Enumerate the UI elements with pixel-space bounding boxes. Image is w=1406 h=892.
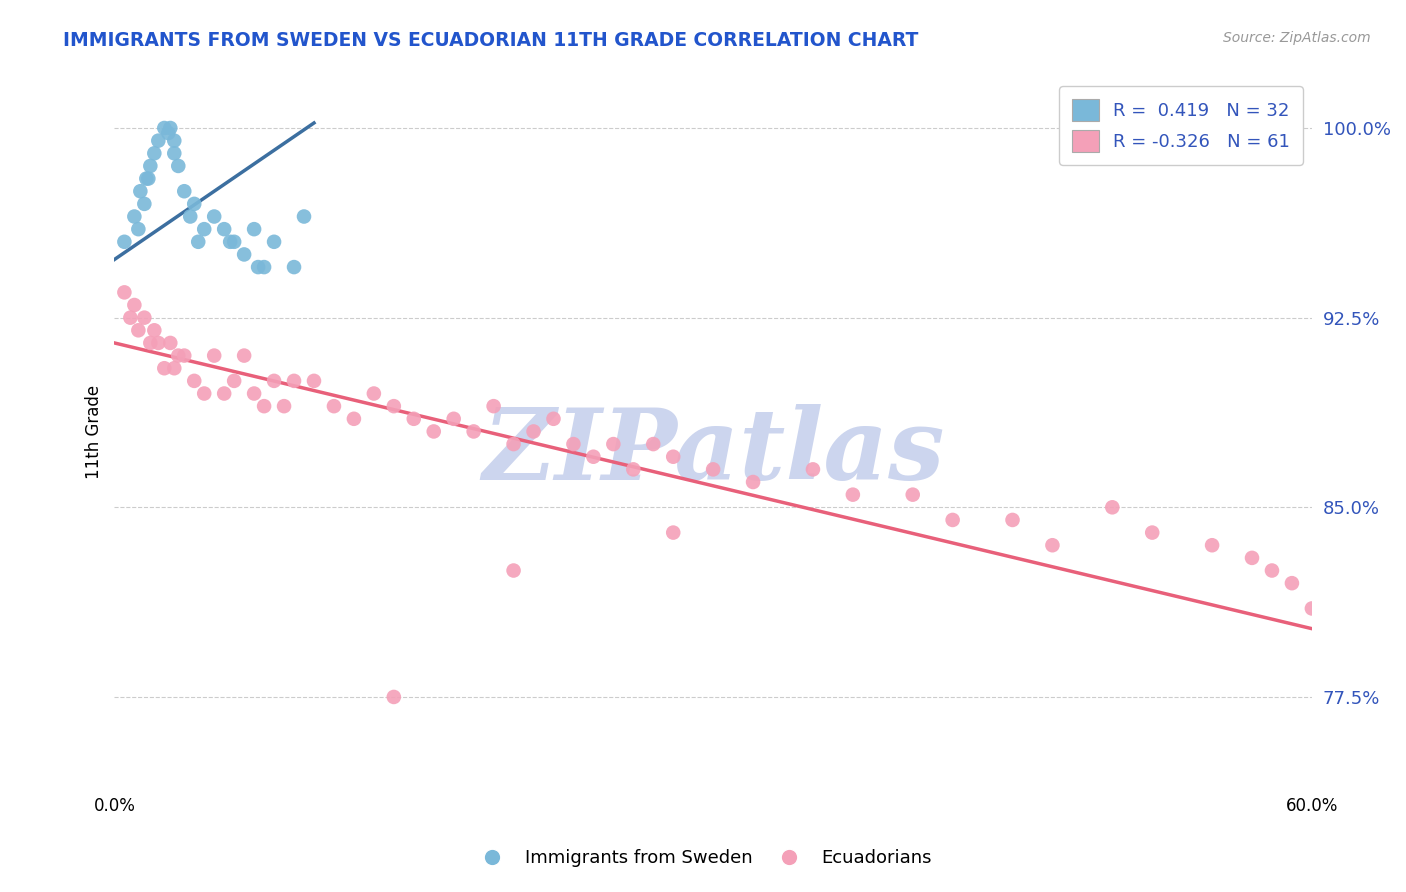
Point <box>173 184 195 198</box>
Point <box>522 425 544 439</box>
Point <box>621 462 644 476</box>
Point <box>127 222 149 236</box>
Point <box>124 210 146 224</box>
Point <box>1101 500 1123 515</box>
Point <box>942 513 965 527</box>
Point <box>502 564 524 578</box>
Legend: R =  0.419   N = 32, R = -0.326   N = 61: R = 0.419 N = 32, R = -0.326 N = 61 <box>1059 87 1303 165</box>
Point <box>187 235 209 249</box>
Point <box>219 235 242 249</box>
Point <box>233 349 256 363</box>
Point <box>167 159 190 173</box>
Point <box>134 310 156 325</box>
Point <box>183 197 205 211</box>
Point <box>233 247 256 261</box>
Point <box>112 235 135 249</box>
Point <box>273 399 295 413</box>
Point <box>183 374 205 388</box>
Point <box>202 349 225 363</box>
Point <box>224 374 246 388</box>
Point <box>143 323 166 337</box>
Point <box>662 525 685 540</box>
Point <box>212 386 235 401</box>
Point <box>402 412 425 426</box>
Point <box>363 386 385 401</box>
Point <box>263 374 285 388</box>
Point <box>463 425 485 439</box>
Point <box>742 475 765 489</box>
Point <box>543 412 565 426</box>
Point <box>127 323 149 337</box>
Point <box>1240 550 1263 565</box>
Point <box>582 450 605 464</box>
Point <box>1001 513 1024 527</box>
Point <box>202 210 225 224</box>
Point <box>148 134 170 148</box>
Point <box>193 222 215 236</box>
Point <box>1142 525 1164 540</box>
Point <box>443 412 465 426</box>
Point <box>243 386 266 401</box>
Point <box>482 399 505 413</box>
Point <box>163 361 186 376</box>
Point <box>562 437 585 451</box>
Text: ZIPatlas: ZIPatlas <box>482 404 945 501</box>
Point <box>253 260 276 274</box>
Point <box>139 159 162 173</box>
Point <box>502 437 524 451</box>
Point <box>382 690 405 704</box>
Point <box>1281 576 1303 591</box>
Point <box>224 235 246 249</box>
Point <box>163 134 186 148</box>
Point <box>134 197 156 211</box>
Point <box>135 171 157 186</box>
Point <box>212 222 235 236</box>
Point <box>243 222 266 236</box>
Point <box>247 260 270 274</box>
Point <box>193 386 215 401</box>
Point <box>1261 564 1284 578</box>
Text: Source: ZipAtlas.com: Source: ZipAtlas.com <box>1223 31 1371 45</box>
Point <box>292 210 315 224</box>
Point <box>1042 538 1064 552</box>
Point <box>124 298 146 312</box>
Point <box>179 210 201 224</box>
Point <box>112 285 135 300</box>
Point <box>382 399 405 413</box>
Point <box>148 335 170 350</box>
Point <box>153 121 176 136</box>
Point <box>120 310 142 325</box>
Point <box>139 335 162 350</box>
Point <box>283 374 305 388</box>
Point <box>157 126 180 140</box>
Point <box>422 425 444 439</box>
Point <box>901 488 924 502</box>
Point <box>702 462 724 476</box>
Point <box>153 361 176 376</box>
Y-axis label: 11th Grade: 11th Grade <box>86 384 103 478</box>
Point <box>343 412 366 426</box>
Point <box>129 184 152 198</box>
Point <box>253 399 276 413</box>
Point <box>1201 538 1223 552</box>
Point <box>263 235 285 249</box>
Point <box>173 349 195 363</box>
Point <box>602 437 624 451</box>
Point <box>159 121 181 136</box>
Point <box>323 399 346 413</box>
Point <box>662 450 685 464</box>
Point <box>842 488 865 502</box>
Legend: Immigrants from Sweden, Ecuadorians: Immigrants from Sweden, Ecuadorians <box>467 842 939 874</box>
Point <box>167 349 190 363</box>
Point <box>1301 601 1323 615</box>
Text: IMMIGRANTS FROM SWEDEN VS ECUADORIAN 11TH GRADE CORRELATION CHART: IMMIGRANTS FROM SWEDEN VS ECUADORIAN 11T… <box>63 31 918 50</box>
Point <box>302 374 325 388</box>
Point <box>801 462 824 476</box>
Point <box>283 260 305 274</box>
Point <box>143 146 166 161</box>
Point <box>643 437 665 451</box>
Point <box>163 146 186 161</box>
Point <box>159 335 181 350</box>
Point <box>138 171 160 186</box>
